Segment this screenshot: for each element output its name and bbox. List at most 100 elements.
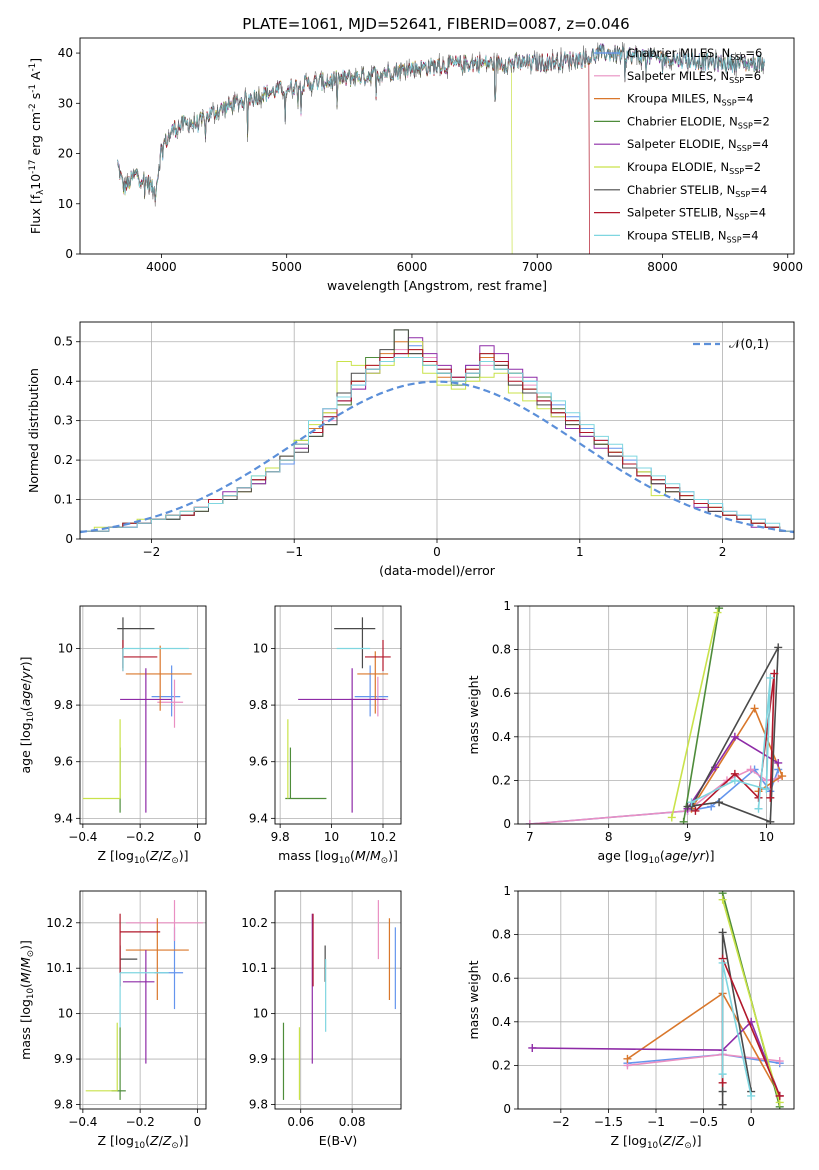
weight-marker: [775, 1057, 784, 1066]
weight-line: [721, 899, 781, 1103]
weight-marker: [718, 1100, 727, 1109]
weight-marker: [718, 895, 727, 904]
panel-age_vs_Z: −0.4 −0.2 0 9.4 9.6 9.8 10 Z [log10(Z/Z⊙)] age […: [18, 605, 207, 866]
y-tick-label: 0: [503, 817, 511, 831]
plot-area: [82, 617, 192, 813]
plot-area: [85, 900, 204, 1100]
x-tick-label: −2: [143, 545, 161, 559]
weight-marker: [750, 704, 759, 713]
weight-marker: [715, 606, 724, 613]
y-axis-label: Normed distribution: [26, 368, 41, 493]
x-tick-label: −1: [285, 545, 303, 559]
y-tick-label: 10: [58, 1007, 73, 1021]
plot-area: [525, 606, 787, 824]
legend-label: Kroupa STELIB, NSSP=4: [627, 228, 759, 244]
y-tick-label: 1: [503, 884, 511, 898]
y-axis-label: Flux [fλ10-17 erg cm-2 s-1 A-1]: [28, 58, 46, 234]
x-tick-label: 0.08: [339, 1115, 366, 1129]
y-tick-label: 0.4: [492, 1015, 511, 1029]
x-tick-label: −0.2: [126, 830, 155, 844]
weight-marker: [774, 758, 783, 767]
x-axis-label: wavelength [Angstrom, rest frame]: [327, 278, 547, 293]
legend-label: Salpeter ELODIE, NSSP=4: [627, 137, 769, 153]
y-tick-label: 10.2: [241, 916, 268, 930]
weight-marker: [778, 772, 787, 781]
legend-label: Chabrier MILES, NSSP=6: [627, 46, 762, 62]
weight-line: [532, 1020, 781, 1097]
y-tick-label: 9.6: [249, 755, 268, 769]
spectrum-data-line: [117, 42, 765, 207]
x-axis-label: mass [log10(M/M⊙)]: [278, 848, 398, 866]
y-tick-label: 0: [65, 532, 73, 546]
x-tick-label: −1: [647, 1115, 665, 1129]
y-tick-label: 10: [58, 641, 73, 655]
y-tick-label: 0.8: [492, 643, 511, 657]
weight-line: [529, 768, 779, 824]
y-tick-label: 0.6: [492, 971, 511, 985]
weight-marker: [730, 776, 739, 785]
panel-weight_vs_Z: −2 −1.5 −1 −0.5 0 0 0.2 0.4 0.6 0.8 1 Z [log10(Z/Z⊙…: [466, 884, 795, 1151]
y-tick-label: 9.4: [54, 811, 73, 825]
histogram-series: [80, 357, 794, 539]
x-tick-label: 0.06: [287, 1115, 314, 1129]
x-tick-label: −0.4: [68, 830, 97, 844]
legend: Chabrier MILES, NSSP=6 Salpeter MILES, NS…: [594, 46, 770, 244]
x-tick-label: 8000: [647, 260, 678, 274]
x-tick-label: −0.2: [126, 1115, 155, 1129]
weight-marker: [766, 793, 775, 802]
x-tick-label: 9000: [772, 260, 803, 274]
y-axis-label: mass [log10(M/M⊙)]: [18, 940, 36, 1060]
spectrum-line: [117, 50, 590, 254]
y-tick-label: 0.1: [54, 493, 73, 507]
x-axis-label: Z [log10(Z/Z⊙)]: [98, 848, 189, 866]
axes-frame: [79, 890, 207, 1110]
weight-line: [682, 608, 720, 822]
y-tick-label: 0: [503, 1102, 511, 1116]
x-axis-label: E(B-V): [319, 1133, 358, 1148]
weight-line: [671, 612, 719, 818]
y-tick-label: 0.3: [54, 414, 73, 428]
x-tick-label: 0: [747, 1115, 755, 1129]
y-tick-label: 1: [503, 599, 511, 613]
y-tick-label: 9.9: [54, 1052, 73, 1066]
weight-marker: [770, 669, 779, 678]
y-axis-label: mass weight: [466, 675, 481, 754]
normal-reference-curve: [80, 380, 794, 534]
y-tick-label: 0.5: [54, 335, 73, 349]
y-tick-label: 9.9: [249, 1052, 268, 1066]
y-tick-label: 9.8: [54, 698, 73, 712]
weight-marker: [747, 1091, 756, 1100]
x-tick-label: 7000: [522, 260, 553, 274]
panel-mass_vs_ebv: 0.06 0.08 9.8 9.9 10 10.1 10.2 E(B-V): [241, 890, 402, 1148]
weight-marker: [623, 1054, 632, 1063]
weight-marker: [718, 1078, 727, 1087]
x-axis-label: (data-model)/error: [379, 563, 496, 578]
histogram-series: [80, 349, 794, 539]
x-tick-label: 1: [576, 545, 584, 559]
y-tick-label: 10.2: [46, 916, 73, 930]
panel-spectrum: 4000 5000 6000 7000 8000 9000 0 10 20 30 40 wavelen…: [28, 37, 803, 293]
plot-area: [117, 42, 766, 254]
panel-age_vs_mass: 9.8 10 10.2 9.4 9.6 9.8 10 mass [log10(M/M⊙)]: [249, 605, 402, 866]
plot-area: [528, 891, 784, 1109]
x-tick-label: −0.5: [689, 1115, 718, 1129]
x-tick-label: 0: [194, 1115, 202, 1129]
x-tick-label: 5000: [271, 260, 302, 274]
x-tick-label: 4000: [146, 260, 177, 274]
y-tick-label: 0.8: [492, 928, 511, 942]
plot-area: [285, 617, 391, 813]
legend-label: Kroupa MILES, NSSP=4: [627, 92, 754, 108]
y-tick-label: 9.6: [54, 755, 73, 769]
spectrum-line: [117, 55, 513, 254]
axes-frame: [79, 605, 207, 825]
weight-marker: [774, 643, 783, 652]
y-tick-label: 40: [58, 46, 73, 60]
y-tick-label: 9.4: [249, 811, 268, 825]
x-axis-label: Z [log10(Z/Z⊙)]: [611, 1133, 702, 1151]
x-tick-label: 9: [684, 830, 692, 844]
y-tick-label: 10: [253, 641, 268, 655]
legend-label: Chabrier STELIB, NSSP=4: [627, 183, 767, 199]
weight-marker: [718, 928, 727, 937]
weight-marker: [679, 817, 688, 824]
